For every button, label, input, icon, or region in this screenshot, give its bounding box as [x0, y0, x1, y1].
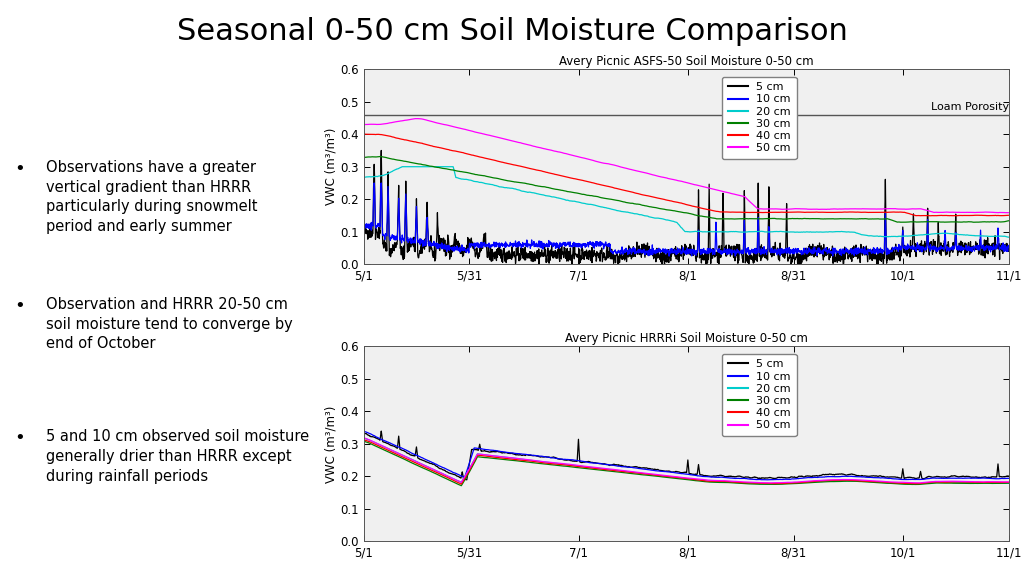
Text: Observations have a greater
vertical gradient than HRRR
particularly during snow: Observations have a greater vertical gra… — [46, 160, 257, 234]
Title: Avery Picnic ASFS-50 Soil Moisture 0-50 cm: Avery Picnic ASFS-50 Soil Moisture 0-50 … — [559, 55, 813, 68]
Legend: 5 cm, 10 cm, 20 cm, 30 cm, 40 cm, 50 cm: 5 cm, 10 cm, 20 cm, 30 cm, 40 cm, 50 cm — [722, 77, 797, 159]
Text: •: • — [14, 160, 25, 178]
Text: Seasonal 0-50 cm Soil Moisture Comparison: Seasonal 0-50 cm Soil Moisture Compariso… — [176, 17, 848, 46]
Text: •: • — [14, 297, 25, 315]
Y-axis label: VWC (m³/m³): VWC (m³/m³) — [325, 128, 337, 206]
Text: Observation and HRRR 20-50 cm
soil moisture tend to converge by
end of October: Observation and HRRR 20-50 cm soil moist… — [46, 297, 293, 351]
Y-axis label: VWC (m³/m³): VWC (m³/m³) — [325, 405, 337, 483]
Text: •: • — [14, 429, 25, 447]
Text: Loam Porosity: Loam Porosity — [931, 102, 1009, 112]
Legend: 5 cm, 10 cm, 20 cm, 30 cm, 40 cm, 50 cm: 5 cm, 10 cm, 20 cm, 30 cm, 40 cm, 50 cm — [722, 354, 797, 436]
Title: Avery Picnic HRRRi Soil Moisture 0-50 cm: Avery Picnic HRRRi Soil Moisture 0-50 cm — [564, 332, 808, 345]
Text: 5 and 10 cm observed soil moisture
generally drier than HRRR except
during rainf: 5 and 10 cm observed soil moisture gener… — [46, 429, 309, 484]
